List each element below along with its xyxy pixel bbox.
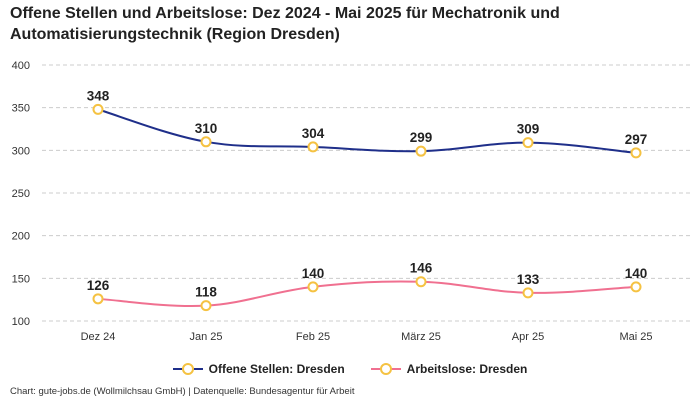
y-tick-label: 300 — [12, 145, 30, 157]
series-layer — [97, 108, 637, 307]
chart-footer: Chart: gute-jobs.de (Wollmilchsau GmbH) … — [10, 386, 355, 397]
x-tick-label: Dez 24 — [81, 331, 116, 343]
label-layer: 348 310 304 299 309 297 126 118 140 146 133 140 — [87, 88, 648, 299]
data-label-arbeitslose: 140 — [302, 266, 325, 281]
data-point-arbeitslose[interactable] — [307, 281, 319, 293]
data-label-offene-stellen: 310 — [195, 121, 218, 136]
axis-layer: 100 150 200 250 300 350 400 Dez 24 Jan 25 Feb 25 M… — [12, 60, 653, 343]
data-point-offene-stellen[interactable] — [200, 136, 212, 148]
y-tick-label: 200 — [12, 231, 30, 243]
legend-label-offene-stellen: Offene Stellen: Dresden — [208, 362, 345, 376]
data-label-offene-stellen: 297 — [625, 132, 648, 147]
x-tick-label: März 25 — [401, 331, 441, 343]
data-point-arbeitslose[interactable] — [522, 287, 534, 299]
marker-layer — [92, 103, 642, 312]
y-tick-label: 150 — [12, 273, 30, 285]
data-point-arbeitslose[interactable] — [415, 276, 427, 288]
data-point-arbeitslose[interactable] — [92, 293, 104, 305]
chart-title: Offene Stellen und Arbeitslose: Dez 2024… — [10, 5, 560, 43]
line-chart: 100 150 200 250 300 350 400 Dez 24 Jan 25 Feb 25 M… — [12, 60, 692, 343]
data-point-offene-stellen[interactable] — [415, 145, 427, 157]
series-line-offene-stellen — [97, 108, 637, 154]
grid-layer — [42, 64, 692, 322]
y-tick-label: 350 — [12, 103, 30, 115]
data-point-offene-stellen[interactable] — [92, 103, 104, 115]
legend-swatch-arbeitslose — [370, 363, 401, 375]
data-label-offene-stellen: 348 — [87, 88, 110, 103]
y-tick-label: 400 — [12, 60, 30, 72]
data-point-offene-stellen[interactable] — [522, 137, 534, 149]
x-tick-label: Mai 25 — [619, 331, 652, 343]
legend-label-arbeitslose: Arbeitslose: Dresden — [406, 362, 528, 376]
data-point-arbeitslose[interactable] — [630, 281, 642, 293]
x-tick-label: Jan 25 — [189, 331, 222, 343]
data-point-offene-stellen[interactable] — [630, 147, 642, 159]
data-label-arbeitslose: 118 — [195, 285, 217, 300]
legend-swatch-offene-stellen — [172, 363, 203, 375]
y-tick-label: 100 — [12, 316, 30, 328]
legend-item-arbeitslose[interactable]: Arbeitslose: Dresden — [370, 362, 528, 376]
data-point-arbeitslose[interactable] — [200, 300, 212, 312]
legend-item-offene-stellen[interactable]: Offene Stellen: Dresden — [172, 362, 345, 376]
data-label-arbeitslose: 126 — [87, 278, 110, 293]
y-tick-label: 250 — [12, 188, 30, 200]
data-label-arbeitslose: 140 — [625, 266, 648, 281]
data-label-offene-stellen: 304 — [302, 126, 325, 141]
series-line-arbeitslose — [97, 280, 637, 307]
legend: Offene Stellen: Dresden Arbeitslose: Dre… — [0, 362, 700, 376]
data-label-offene-stellen: 299 — [410, 130, 433, 145]
data-label-arbeitslose: 133 — [517, 272, 540, 287]
x-tick-label: Feb 25 — [296, 331, 330, 343]
data-label-offene-stellen: 309 — [517, 122, 540, 137]
data-label-arbeitslose: 146 — [410, 261, 433, 276]
x-tick-label: Apr 25 — [512, 331, 544, 343]
data-point-offene-stellen[interactable] — [307, 141, 319, 153]
